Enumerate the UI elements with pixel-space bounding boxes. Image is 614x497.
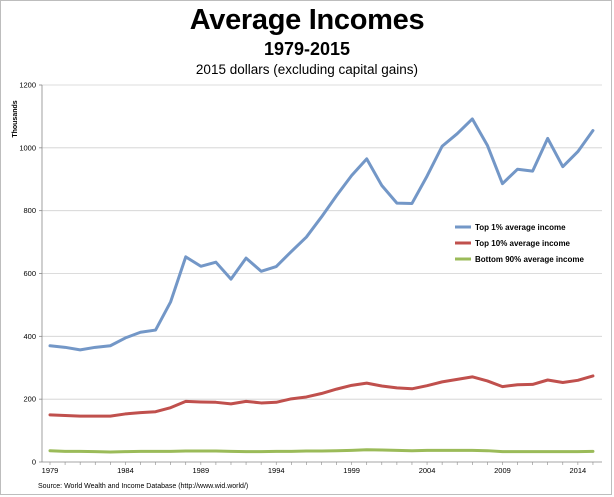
legend-label-2: Bottom 90% average income	[475, 255, 584, 264]
series-lines	[48, 117, 595, 454]
x-tick-labels: 1979 1984 1989 1994 1999 2004 2009 2014	[42, 466, 587, 475]
y-tick-label-400: 400	[23, 332, 36, 341]
y-tick-label-0: 0	[32, 458, 36, 467]
source-note: Source: World Wealth and Income Database…	[38, 483, 248, 490]
x-tick-label-2004: 2004	[419, 466, 436, 475]
y-tick-label-600: 600	[23, 269, 36, 278]
series-line-1	[48, 374, 595, 418]
legend-label-1: Top 10% average income	[475, 239, 571, 248]
series-line-0	[48, 117, 595, 352]
legend-label-0: Top 1% average income	[475, 223, 566, 232]
y-tick-label-1000: 1000	[19, 143, 36, 152]
x-tick-label-1979: 1979	[42, 466, 59, 475]
x-tick-label-1999: 1999	[343, 466, 360, 475]
y-tick-label-1200: 1200	[19, 81, 36, 90]
axes	[39, 84, 602, 465]
y-axis-label: Thousands	[12, 100, 19, 137]
y-tick-label-200: 200	[23, 395, 36, 404]
x-tick-label-2014: 2014	[570, 466, 587, 475]
gridlines	[42, 84, 602, 400]
y-tick-label-800: 800	[23, 206, 36, 215]
x-tick-label-1984: 1984	[117, 466, 134, 475]
x-tick-label-1994: 1994	[268, 466, 285, 475]
legend: Top 1% average income Top 10% average inc…	[455, 223, 584, 264]
chart-subtitle: 1979-2015	[263, 39, 351, 59]
chart-note: 2015 dollars (excluding capital gains)	[195, 62, 419, 77]
y-tick-labels: 0 200 400 600 800 1000 1200	[19, 81, 36, 467]
chart-title: Average Incomes	[189, 4, 425, 36]
series-line-2	[48, 448, 595, 454]
x-tick-label-2009: 2009	[494, 466, 511, 475]
x-tick-label-1989: 1989	[192, 466, 209, 475]
